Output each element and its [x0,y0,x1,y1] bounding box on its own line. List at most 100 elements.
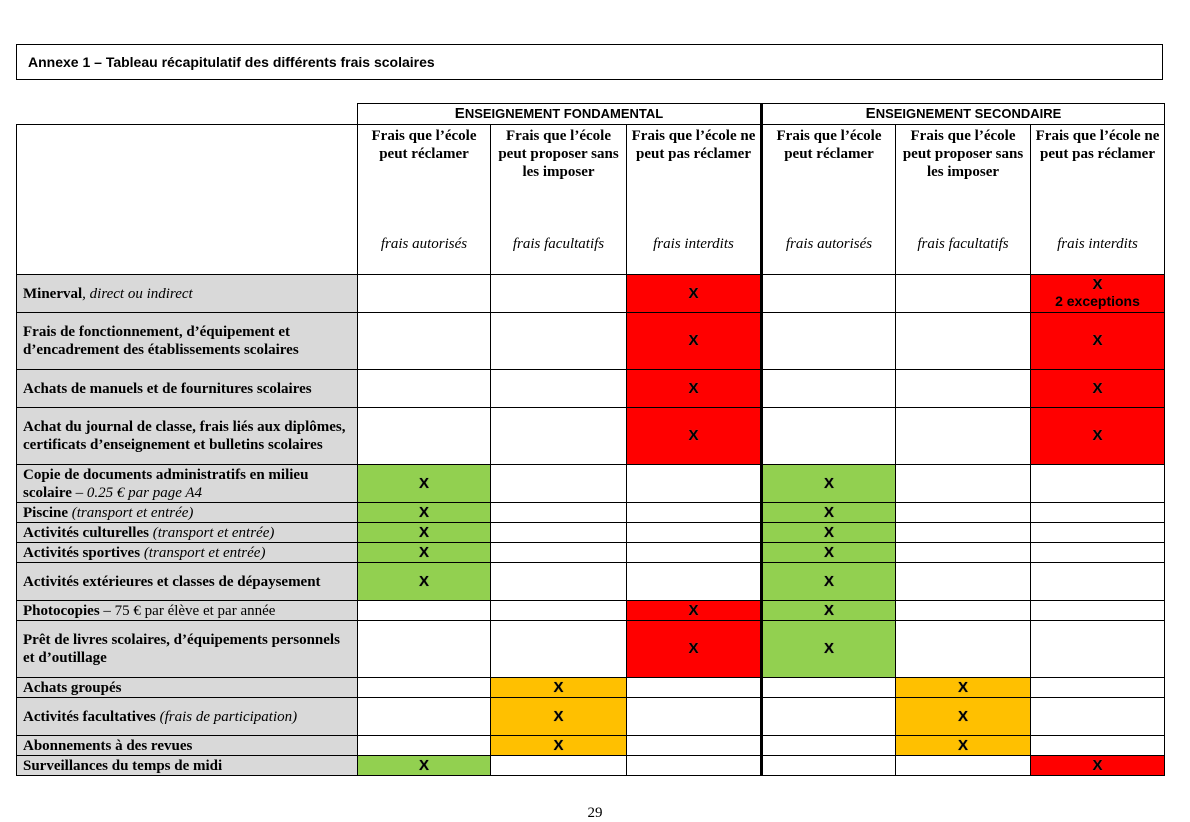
fee-cell-empty [1030,464,1165,503]
fee-cell-empty [357,274,491,313]
fee-cell-empty [761,755,896,776]
check-mark: X [823,474,834,492]
check-mark: X [1092,756,1103,774]
fee-cell-empty [626,464,763,503]
row-label: Achat du journal de classe, frais liés a… [16,407,358,465]
fee-cell-green: X [761,522,896,543]
check-mark: X [418,756,429,774]
check-mark: X [1092,276,1103,293]
column-heading-text: Frais que l’école ne peut pas réclamer [631,128,756,162]
fee-cell-green: X [761,464,896,503]
fee-cell-empty [761,677,896,698]
fee-cell-empty [626,755,763,776]
row-label-bold: Activités sportives [23,544,141,561]
table-row: Activités extérieures et classes de dépa… [16,562,1165,601]
fee-cell-red: X [626,407,763,465]
fee-cell-empty [895,522,1031,543]
fee-cell-empty [1030,735,1165,756]
check-mark: X [1092,427,1103,444]
table-row: Activités culturelles (transport et entr… [16,522,1165,543]
column-header-row: Frais que l’école peut réclamer frais aut… [16,124,1165,275]
fee-cell-empty [1030,502,1165,523]
fee-cell-orange: X [895,677,1031,698]
row-label-header [16,124,358,275]
fee-cell-empty [1030,677,1165,698]
table-row: Abonnements à des revues X X [16,735,1165,756]
column-heading-text: Frais que l’école peut réclamer [776,128,882,162]
page-number: 29 [587,805,603,821]
row-label: Activités sportives (transport et entrée… [16,542,358,563]
row-label-bold: Frais de fonctionnement, d’équipement et… [23,324,299,358]
check-mark: X [688,601,699,619]
check-mark: X [418,474,429,492]
table-row: Piscine (transport et entrée) X X [16,502,1165,523]
row-label: Achats de manuels et de fournitures scol… [16,369,358,408]
fee-cell-green: X [761,600,896,621]
column-subtitle: frais facultatifs [917,236,1009,252]
fee-cell-empty [1030,562,1165,601]
row-label: Activités facultatives (frais de partici… [16,697,358,736]
fee-cell-empty [490,502,627,523]
row-label-italic: 0.25 € par page A4 [86,484,203,501]
column-heading-text: Frais que l’école peut réclamer [371,128,477,162]
fee-cell-empty [626,562,763,601]
check-mark: X [418,523,429,541]
fee-cell-empty [626,677,763,698]
fee-cell-green: X [357,522,491,543]
row-label-bold: Copie de documents administratifs en mil… [23,466,309,501]
row-label-italic: (transport et entrée) [68,504,194,521]
fee-cell-green: X [357,562,491,601]
fee-cell-empty [357,697,491,736]
row-label-bold: Activités extérieures et classes de dépa… [23,573,321,590]
fee-cell-empty [761,735,896,756]
fee-cell-empty [490,600,627,621]
fee-cell-orange: X [490,697,627,736]
fee-cell-empty [626,522,763,543]
fee-cell-empty [761,407,896,465]
row-label: Piscine (transport et entrée) [16,502,358,523]
fee-cell-green: X [761,542,896,563]
fee-cell-empty [895,620,1031,678]
row-label-bold: Activités culturelles [23,524,149,541]
column-subtitle: frais autorisés [380,236,468,252]
row-label-bold: Abonnements à des revues [23,737,193,754]
fee-cell-empty [490,369,627,408]
row-label-bold: Activités facultatives [23,708,156,725]
check-mark: X [957,707,968,725]
table-row: Achats de manuels et de fournitures scol… [16,369,1165,408]
fee-cell-empty [895,464,1031,503]
fee-cell-empty [895,369,1031,408]
fee-cell-green: X [761,620,896,678]
check-mark: X [957,736,968,754]
fee-cell-green: X [357,542,491,563]
fee-cell-empty [626,542,763,563]
fee-cell-red: X [626,369,763,408]
check-mark: X [688,427,699,444]
check-mark: X [553,736,564,754]
check-mark: X [418,543,429,561]
fee-cell-empty [895,600,1031,621]
fee-cell-empty [1030,600,1165,621]
column-header-2: Frais que l’école peut proposer sans les… [490,124,627,275]
fee-cell-empty [490,312,627,370]
fee-cell-empty [357,369,491,408]
fee-cell-orange: X [490,677,627,698]
row-label-bold: Piscine [23,504,68,521]
column-header-6: Frais que l’école ne peut pas réclamer fr… [1030,124,1165,275]
check-mark: X [553,678,564,696]
table-row: Surveillances du temps de midi X X [16,755,1165,776]
fee-cell-empty [761,369,896,408]
fee-cell-empty [490,464,627,503]
column-subtitle: frais interdits [1057,236,1138,252]
table-row: Frais de fonctionnement, d’équipement et… [16,312,1165,370]
table-row: Achats groupés X X [16,677,1165,698]
check-mark: X [1092,379,1103,397]
group-enseignement-fondamental: ENSEIGNEMENT FONDAMENTAL [357,103,763,125]
table-row: Activités sportives (transport et entrée… [16,542,1165,563]
fee-cell-empty [1030,542,1165,563]
fee-cell-red: X [626,312,763,370]
fee-cell-empty [761,274,896,313]
row-label-italic: (frais de participation) [155,708,298,725]
row-label-plain: – [71,484,87,501]
fee-cell-empty [895,562,1031,601]
